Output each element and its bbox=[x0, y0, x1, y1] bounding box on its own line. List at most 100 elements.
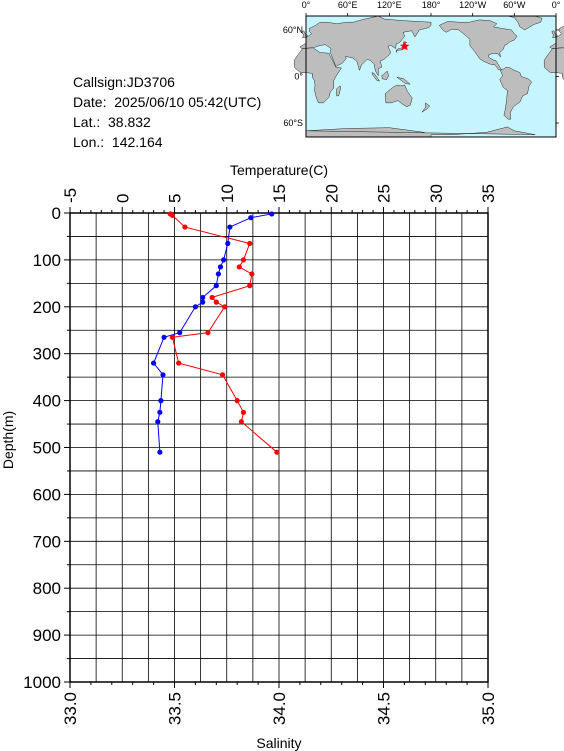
temperature-point bbox=[157, 449, 163, 455]
temperature-point bbox=[161, 334, 167, 340]
depth-tick-label: 400 bbox=[33, 392, 61, 411]
salinity-point bbox=[238, 419, 244, 425]
depth-tick-label: 300 bbox=[33, 345, 61, 364]
depth-tick-label: 0 bbox=[52, 204, 61, 223]
map-lat-label: 0° bbox=[294, 72, 303, 82]
salinity-tick-labels: 33.0 33.5 34.0 34.5 35.0 bbox=[61, 692, 498, 725]
world-map: 0° 60°E 120°E 180° 120°W 60°W 0° 60°N 0° 60°S bbox=[283, 0, 564, 138]
salinity-point bbox=[222, 304, 228, 310]
temperature-tick-label: 30 bbox=[427, 184, 446, 203]
map-lon-label: 120°E bbox=[377, 0, 402, 10]
map-lon-label: 60°E bbox=[338, 0, 358, 10]
depth-axis-label: Depth(m) bbox=[0, 411, 16, 469]
axis-ticks bbox=[64, 207, 489, 688]
depth-tick-label: 900 bbox=[33, 626, 61, 645]
salinity-point bbox=[247, 240, 253, 247]
temperature-axis-label: Temperature(C) bbox=[230, 162, 328, 178]
temperature-point bbox=[160, 372, 166, 378]
depth-tick-labels: 0 100 200 300 400 500 600 700 800 900 1000 bbox=[23, 204, 61, 692]
salinity-point bbox=[182, 224, 188, 230]
temperature-point bbox=[215, 271, 221, 277]
temperature-point bbox=[217, 264, 224, 270]
depth-tick-label: 700 bbox=[33, 532, 61, 551]
temperature-point bbox=[177, 330, 183, 336]
land-australia bbox=[384, 84, 413, 107]
depth-tick-label: 1000 bbox=[23, 673, 61, 692]
temperature-tick-labels: -5 0 5 10 15 20 25 30 35 bbox=[61, 184, 498, 203]
land-africa bbox=[543, 47, 564, 81]
land-borneo bbox=[381, 70, 389, 80]
grid bbox=[69, 212, 489, 683]
temperature-tick-label: 25 bbox=[375, 184, 394, 203]
land-new-zealand bbox=[421, 102, 430, 113]
salinity-point bbox=[176, 360, 182, 366]
land-n-america bbox=[439, 19, 518, 71]
salinity-point bbox=[249, 271, 255, 277]
salinity-point bbox=[234, 398, 240, 404]
salinity-tick-label: 33.5 bbox=[166, 692, 185, 725]
latitude-text: Lat.: 38.832 bbox=[73, 114, 151, 130]
temperature-point bbox=[221, 257, 227, 263]
land-new-guinea bbox=[396, 77, 411, 85]
land-madagascar bbox=[336, 85, 341, 97]
salinity-point bbox=[169, 334, 176, 340]
temperature-point bbox=[213, 283, 219, 289]
temperature-tick-label: 35 bbox=[479, 184, 498, 203]
temperature-point bbox=[200, 294, 206, 301]
temperature-point bbox=[158, 398, 164, 404]
salinity-point bbox=[274, 449, 280, 455]
station-info: Callsign:JD3706 Date: 2025/06/10 05:42(U… bbox=[73, 72, 261, 152]
salinity-point bbox=[236, 264, 242, 270]
depth-tick-label: 200 bbox=[33, 298, 61, 317]
salinity-tick-label: 34.5 bbox=[375, 692, 394, 725]
temperature-point bbox=[157, 409, 163, 415]
salinity-point bbox=[209, 294, 215, 301]
data-series bbox=[151, 211, 280, 455]
longitude-text: Lon.: 142.164 bbox=[73, 134, 163, 150]
depth-tick-label: 500 bbox=[33, 439, 61, 458]
map-lon-label: 180° bbox=[422, 0, 441, 10]
salinity-point bbox=[240, 409, 247, 415]
temperature-point bbox=[227, 224, 233, 230]
temperature-tick-label: 10 bbox=[218, 184, 237, 203]
depth-tick-label: 600 bbox=[33, 485, 61, 504]
map-lon-label: 60°W bbox=[503, 0, 526, 10]
salinity-tick-label: 34.0 bbox=[270, 692, 289, 725]
temperature-tick-label: -5 bbox=[61, 188, 80, 203]
temperature-tick-label: 0 bbox=[113, 194, 132, 203]
depth-tick-label: 100 bbox=[33, 251, 61, 270]
map-lon-label: 0° bbox=[302, 0, 311, 10]
temperature-point bbox=[155, 419, 161, 425]
temperature-tick-label: 15 bbox=[270, 184, 289, 203]
salinity-tick-label: 33.0 bbox=[61, 692, 80, 725]
map-land bbox=[293, 15, 564, 138]
map-ticks bbox=[305, 13, 559, 124]
temperature-point bbox=[151, 360, 157, 366]
temperature-point bbox=[248, 215, 254, 221]
map-lon-label: 0° bbox=[552, 0, 561, 10]
salinity-point bbox=[247, 283, 253, 289]
salinity-point bbox=[240, 257, 247, 263]
salinity-point bbox=[169, 212, 176, 218]
salinity-point bbox=[219, 372, 226, 378]
land-sumatra bbox=[371, 72, 381, 82]
station-marker-icon bbox=[399, 41, 410, 51]
map-lon-label: 120°W bbox=[459, 0, 487, 10]
date-text: Date: 2025/06/10 05:42(UTC) bbox=[73, 94, 262, 110]
salinity-tick-label: 35.0 bbox=[479, 692, 498, 725]
salinity-axis-label: Salinity bbox=[256, 735, 301, 751]
depth-tick-label: 800 bbox=[33, 579, 61, 598]
profile-chart: -5 0 5 10 15 20 25 30 35 33.0 33.5 34.0 34.5 35.0 01… bbox=[0, 162, 498, 751]
temperature-tick-label: 20 bbox=[322, 184, 341, 203]
land-europe-asia bbox=[549, 25, 564, 49]
map-lat-label: 60°N bbox=[283, 25, 303, 35]
salinity-point bbox=[205, 330, 211, 336]
land-s-america bbox=[499, 66, 532, 120]
temperature-tick-label: 5 bbox=[166, 194, 185, 203]
callsign-text: Callsign:JD3706 bbox=[73, 74, 175, 90]
map-lat-label: 60°S bbox=[283, 118, 303, 128]
map-labels: 0° 60°E 120°E 180° 120°W 60°W 0° 60°N 0° 60°S bbox=[283, 0, 561, 128]
temperature-point bbox=[225, 240, 231, 247]
temperature-point bbox=[269, 211, 275, 217]
